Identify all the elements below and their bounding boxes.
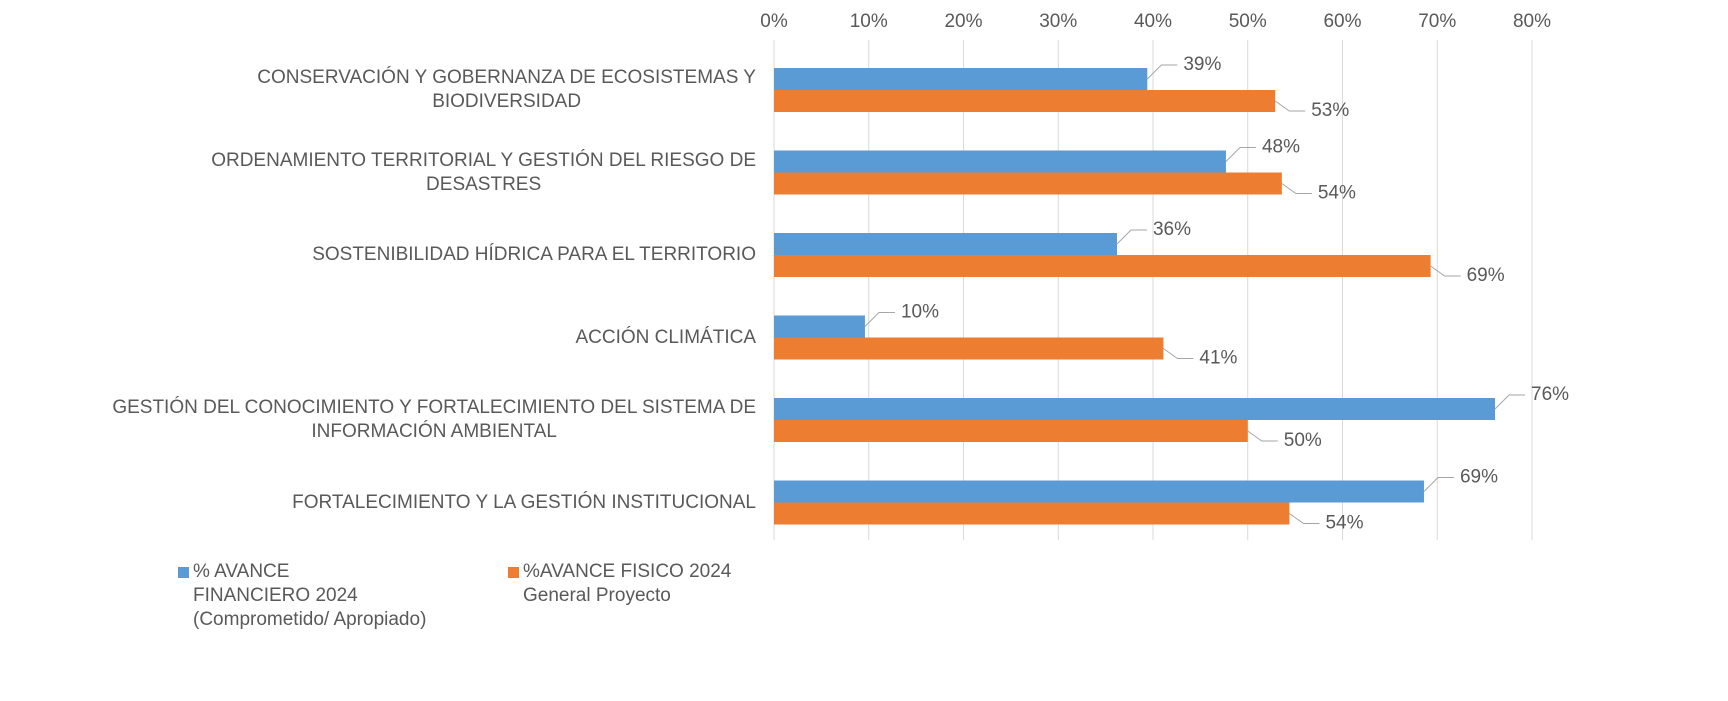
x-tick-label: 20%: [944, 11, 982, 32]
leader-line: [1225, 147, 1256, 162]
bar: [774, 150, 1226, 173]
legend-label: %AVANCE FISICO 2024 General Proyecto: [523, 561, 732, 606]
data-label: 69%: [1467, 265, 1505, 286]
bar: [774, 68, 1148, 90]
bar: [774, 420, 1248, 442]
leader-line: [1281, 183, 1312, 194]
data-label: 53%: [1311, 100, 1349, 121]
legend-swatch: [508, 567, 519, 578]
x-tick-label: 30%: [1039, 11, 1077, 32]
x-tick-label: 60%: [1323, 11, 1361, 32]
x-tick-label: 40%: [1134, 11, 1172, 32]
category-label: ACCIÓN CLIMÁTICA: [575, 326, 756, 348]
bar: [774, 255, 1431, 277]
leader-line: [1163, 348, 1194, 359]
bar: [774, 233, 1117, 255]
leader-line: [1247, 430, 1278, 442]
x-tick-label: 10%: [850, 11, 888, 32]
data-label: 48%: [1262, 137, 1300, 158]
leader-line: [1494, 394, 1526, 410]
x-tick-label: 70%: [1418, 11, 1456, 32]
bar: [774, 502, 1290, 525]
category-label: SOSTENIBILIDAD HÍDRICA PARA EL TERRITORI…: [312, 244, 756, 265]
legend-label: % AVANCE FINANCIERO 2024 (Comprometido/ …: [193, 561, 427, 630]
bar: [774, 337, 1164, 360]
data-label: 54%: [1318, 183, 1356, 204]
leader-line: [1430, 265, 1461, 277]
legend-swatch: [178, 567, 189, 578]
category-label: GESTIÓN DEL CONOCIMIENTO Y FORTALECIMIEN…: [112, 397, 756, 442]
data-label: 39%: [1183, 54, 1221, 75]
leader-line: [1274, 100, 1306, 112]
leader-line: [1289, 513, 1320, 524]
data-label: 41%: [1199, 348, 1237, 369]
leader-line: [864, 312, 895, 327]
leader-line: [1146, 64, 1178, 80]
bar: [774, 315, 865, 338]
leader-line: [1116, 229, 1147, 245]
data-label: 76%: [1531, 384, 1569, 405]
category-label: ORDENAMIENTO TERRITORIAL Y GESTIÓN DEL R…: [211, 149, 756, 195]
category-label: FORTALECIMIENTO Y LA GESTIÓN INSTITUCION…: [292, 491, 756, 513]
x-tick-label: 0%: [760, 11, 788, 32]
data-label: 69%: [1460, 467, 1498, 488]
data-label: 54%: [1325, 513, 1363, 534]
data-label: 36%: [1153, 219, 1191, 240]
bar: [774, 480, 1424, 503]
x-tick-label: 80%: [1513, 11, 1551, 32]
x-tick-label: 50%: [1229, 11, 1267, 32]
bar: [774, 172, 1282, 195]
data-label: 10%: [901, 302, 939, 323]
bar: [774, 398, 1496, 420]
data-label: 50%: [1284, 430, 1322, 451]
bar: [774, 90, 1276, 112]
leader-line: [1423, 477, 1454, 492]
category-label: CONSERVACIÓN Y GOBERNANZA DE ECOSISTEMAS…: [257, 67, 756, 112]
